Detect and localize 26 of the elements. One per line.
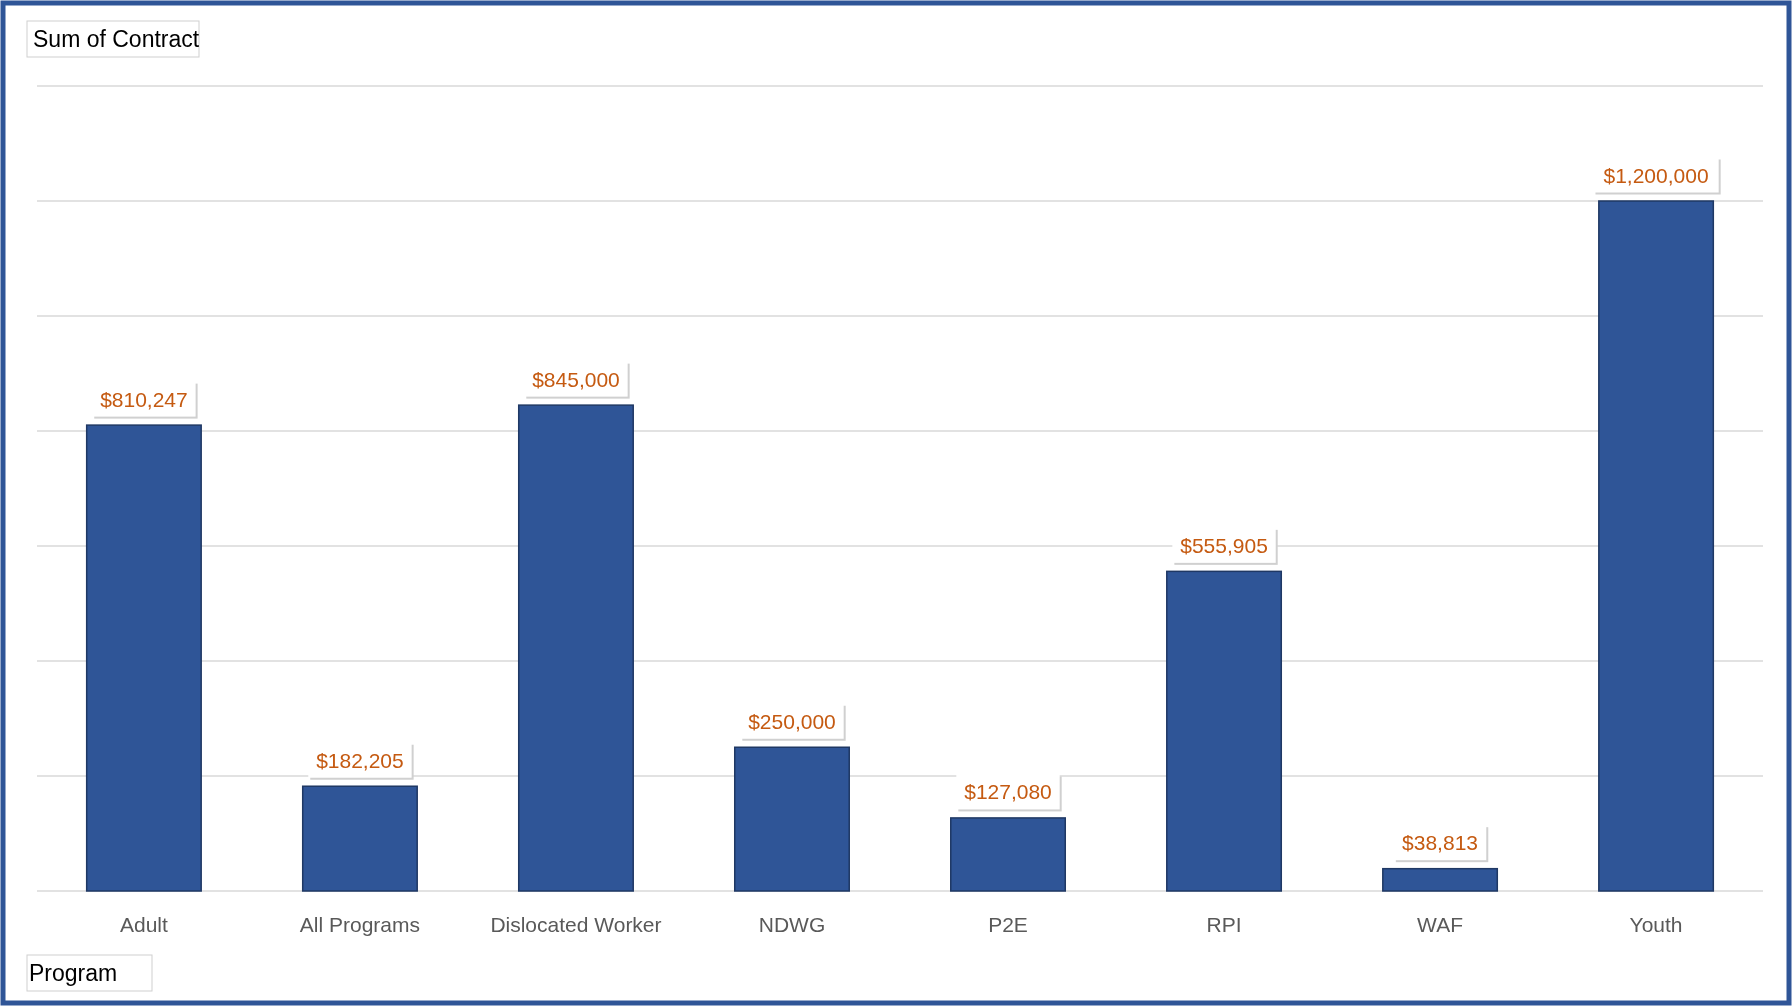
bar [1166,570,1283,892]
x-tick-label: NDWG [758,912,826,936]
data-label: $38,813 [1402,831,1479,855]
data-label: $810,247 [100,387,188,411]
bar [301,785,418,892]
bar [517,404,634,892]
x-axis-title: Program [29,960,118,986]
x-tick-label: RPI [1206,912,1242,936]
data-label: $845,000 [532,367,620,391]
bar [85,424,202,892]
data-label: $182,205 [316,748,404,772]
x-tick-label: WAF [1417,912,1463,936]
data-label: $127,080 [964,780,1052,804]
bar [734,746,850,892]
bar [950,817,1067,892]
x-tick-label: Youth [1629,912,1683,936]
x-tick-label: P2E [988,912,1028,936]
bar [1382,867,1499,892]
chart-title: Sum of Contract [33,26,200,52]
data-label: $1,200,000 [1603,163,1709,187]
x-tick-label: Dislocated Worker [490,912,662,936]
x-tick-label: Adult [119,912,169,936]
data-label: $555,905 [1180,533,1268,557]
x-tick-label: All Programs [299,912,421,936]
bar [1598,200,1715,892]
data-label: $250,000 [748,709,836,733]
